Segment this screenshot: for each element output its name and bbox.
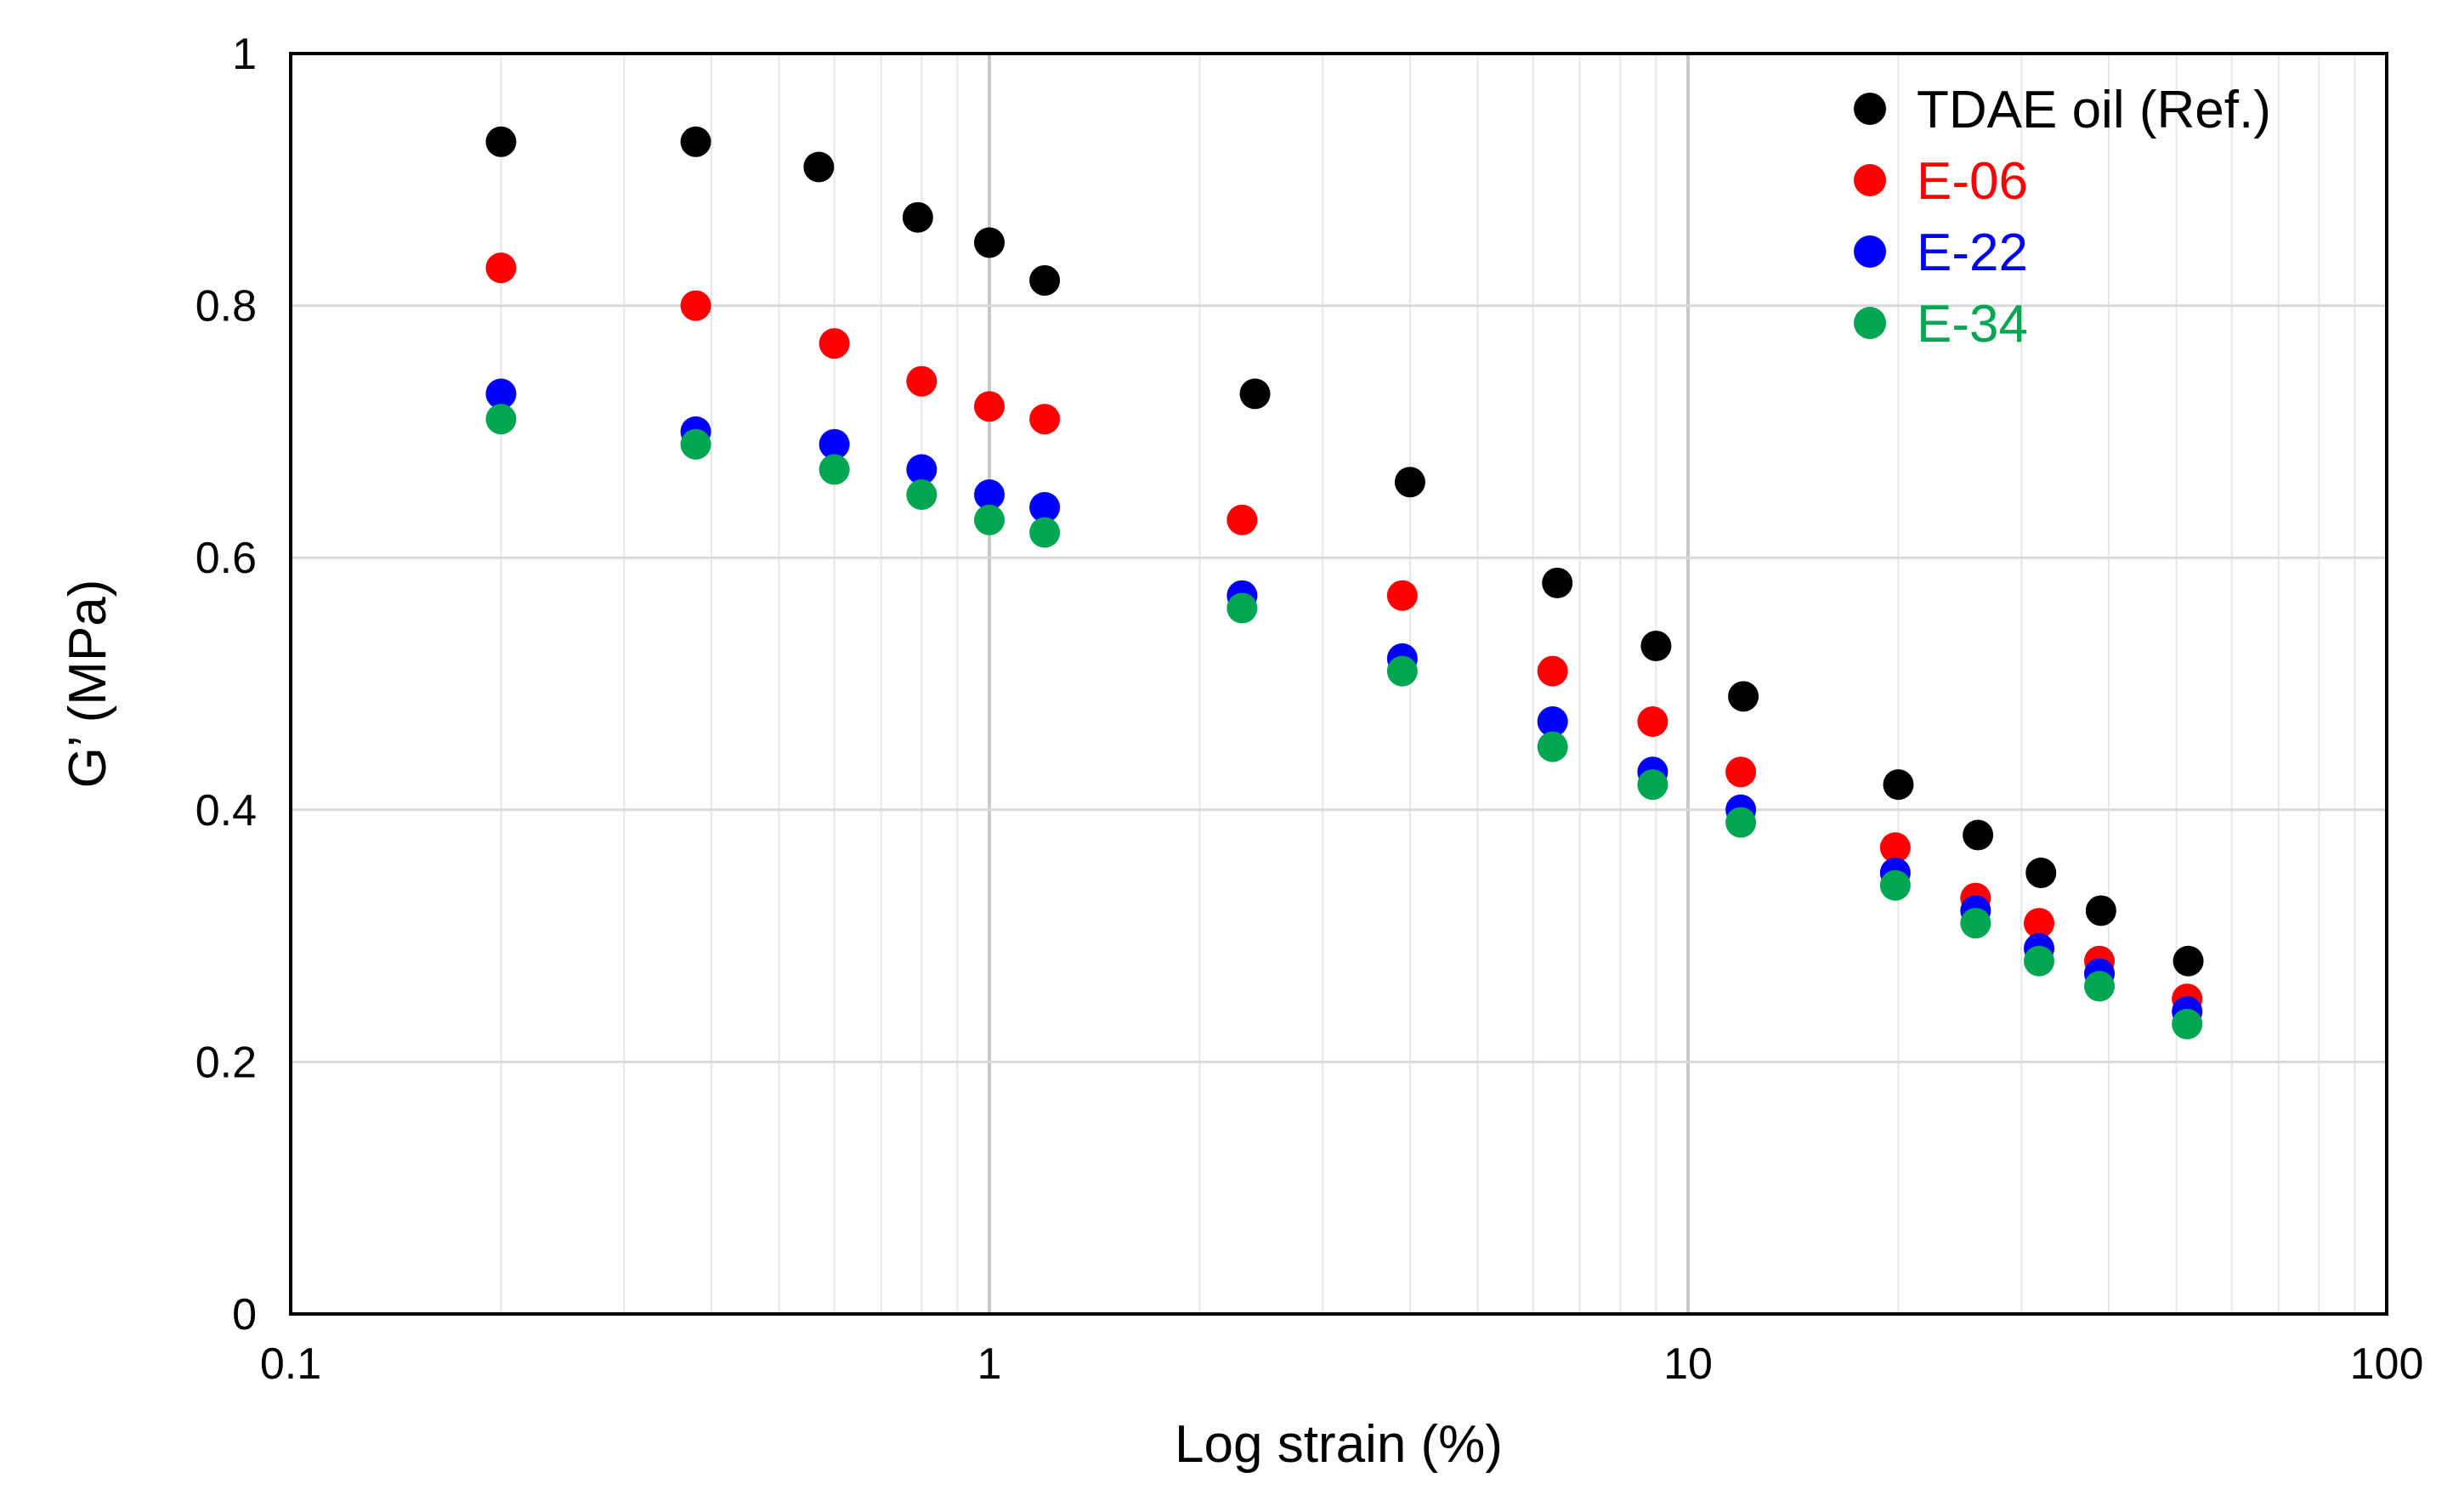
x-tick-label: 10: [1663, 1339, 1713, 1389]
x-tick-label: 1: [977, 1339, 1002, 1389]
data-point: [2173, 945, 2204, 977]
data-point: [1542, 567, 1573, 598]
series-tdae-oil-ref: [485, 126, 2204, 977]
data-points: [485, 126, 2204, 1039]
data-point: [680, 290, 711, 321]
data-point: [1537, 655, 1568, 687]
y-tick-label: 0.4: [195, 786, 257, 835]
legend-label: TDAE oil (Ref.): [1917, 81, 2271, 139]
data-point: [485, 378, 517, 410]
y-axis-title: G’ (MPa): [59, 580, 117, 789]
data-point: [2084, 971, 2116, 1002]
data-point: [1537, 731, 1568, 762]
x-tick-label: 0.1: [260, 1339, 321, 1389]
data-point: [1029, 404, 1061, 435]
data-point: [1879, 832, 1911, 864]
data-point: [2085, 895, 2116, 926]
data-point: [974, 504, 1005, 535]
data-point: [1960, 908, 1991, 939]
data-point: [1728, 681, 1759, 712]
data-point: [1239, 378, 1271, 410]
y-tick-label: 0.6: [195, 534, 257, 583]
data-point: [819, 328, 850, 360]
data-point: [902, 201, 933, 233]
data-point: [680, 126, 711, 157]
data-point: [1640, 631, 1672, 662]
x-tick-label: 100: [2350, 1339, 2424, 1389]
data-point: [1226, 592, 1258, 624]
legend-label: E-22: [1917, 224, 2028, 282]
data-point: [485, 252, 517, 284]
legend-marker: [1854, 235, 1886, 268]
data-point: [906, 479, 938, 511]
y-tick-label: 0.2: [195, 1038, 257, 1087]
data-point: [1879, 869, 1911, 901]
data-point: [1883, 769, 1914, 801]
data-point: [1029, 491, 1061, 523]
data-point: [680, 428, 711, 460]
data-point: [2023, 945, 2054, 977]
legend-marker: [1854, 93, 1886, 125]
x-axis-title: Log strain (%): [1175, 1415, 1503, 1474]
data-point: [906, 365, 938, 397]
series-e-34: [485, 404, 2203, 1039]
data-point: [1725, 807, 1757, 838]
data-point: [2172, 1008, 2203, 1039]
series-e-06: [485, 252, 2203, 1015]
data-point: [1537, 705, 1568, 737]
data-point: [1029, 517, 1061, 548]
data-point: [1637, 705, 1668, 737]
data-point: [1394, 467, 1425, 498]
legend-marker: [1854, 307, 1886, 339]
data-point: [906, 454, 938, 485]
plot-frame: [289, 52, 2388, 1316]
data-point: [485, 404, 517, 435]
data-point: [974, 479, 1005, 511]
data-point: [1226, 504, 1258, 535]
data-point: [2025, 857, 2057, 888]
data-point: [819, 428, 850, 460]
legend-marker: [1854, 164, 1886, 196]
tick-labels: 0.1 1 10 100 0 0.2 0.4 0.6 0.8 1: [195, 30, 2424, 1389]
data-point: [1386, 580, 1418, 611]
y-tick-label: 1: [232, 30, 257, 79]
y-tick-label: 0.8: [195, 282, 257, 331]
data-point: [803, 151, 835, 183]
legend-label: E-34: [1917, 295, 2028, 354]
data-point: [1725, 756, 1757, 788]
data-point: [974, 227, 1005, 258]
legend: TDAE oil (Ref.) E-06 E-22 E-34: [1854, 81, 2271, 354]
data-point: [1637, 769, 1668, 801]
data-point: [1386, 655, 1418, 687]
data-point: [1963, 819, 1994, 851]
data-point: [485, 126, 517, 157]
data-point: [1029, 264, 1061, 296]
y-tick-label: 0: [232, 1290, 257, 1339]
data-point: [974, 391, 1005, 422]
data-point: [2023, 908, 2054, 939]
data-point: [819, 454, 850, 485]
legend-label: E-06: [1917, 152, 2028, 211]
